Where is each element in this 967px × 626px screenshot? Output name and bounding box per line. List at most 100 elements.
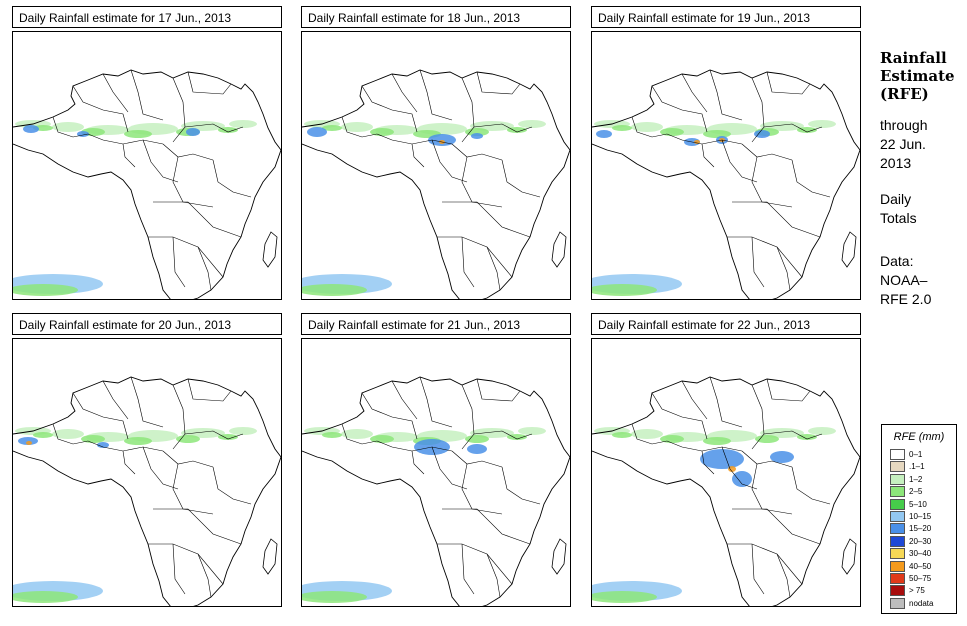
country-border <box>162 450 214 468</box>
legend-label: 15–20 <box>909 524 932 534</box>
legend-swatch <box>890 535 905 547</box>
rainfall-area <box>728 466 736 472</box>
rainfall-area <box>341 122 373 132</box>
rainfall-area <box>592 284 657 296</box>
map-panel-20-jun: Daily Rainfall estimate for 20 Jun., 201… <box>12 313 284 609</box>
map-panel-19-jun: Daily Rainfall estimate for 19 Jun., 201… <box>591 6 863 302</box>
legend-swatch <box>890 560 905 572</box>
madagascar-outline <box>262 538 278 575</box>
country-border <box>419 376 453 428</box>
rainfall-area <box>612 432 632 438</box>
legend-swatch <box>890 449 905 461</box>
map-svg <box>13 69 281 299</box>
africa-map <box>301 31 571 300</box>
country-border <box>187 71 232 95</box>
africa-map <box>301 338 571 607</box>
panel-title: Daily Rainfall estimate for 22 Jun., 201… <box>591 313 861 335</box>
country-border <box>751 463 793 515</box>
country-border <box>486 246 501 291</box>
madagascar-outline <box>551 538 567 575</box>
country-border <box>451 143 503 161</box>
rainfall-area <box>97 442 109 448</box>
side-description: Rainfall Estimate (RFE) <box>880 49 955 103</box>
country-border <box>142 446 179 490</box>
legend-label: .1–1 <box>909 462 925 472</box>
country-border <box>701 143 715 168</box>
madagascar-outline <box>841 231 857 268</box>
country-border <box>451 450 503 468</box>
legend-item: 0–1 <box>890 449 922 461</box>
country-border <box>130 69 164 121</box>
panel-title: Daily Rainfall estimate for 17 Jun., 201… <box>12 6 282 28</box>
data-source-line2: RFE 2.0 <box>880 291 932 307</box>
country-border <box>461 77 475 143</box>
legend-swatch <box>890 486 905 498</box>
rainfall-area <box>507 127 527 133</box>
rainfall-area <box>302 591 367 603</box>
legend-swatch <box>890 473 905 485</box>
country-border <box>701 450 715 475</box>
country-border <box>751 236 765 288</box>
country-border <box>437 236 513 278</box>
country-border <box>473 430 533 440</box>
rainfall-area <box>465 435 489 443</box>
country-border <box>419 69 453 121</box>
map-svg <box>592 376 860 606</box>
madagascar-outline <box>841 538 857 575</box>
country-border <box>501 466 541 505</box>
country-border <box>172 384 186 450</box>
legend-item: 15–20 <box>890 523 932 535</box>
legend-item: 10–15 <box>890 511 931 523</box>
country-border <box>442 508 531 545</box>
country-border <box>197 246 212 291</box>
legend-label: nodata <box>909 598 934 608</box>
country-border <box>361 392 418 440</box>
country-border <box>486 553 501 598</box>
country-border <box>172 156 214 208</box>
country-border <box>791 466 831 505</box>
africa-map <box>591 31 861 300</box>
rainfall-area <box>797 127 817 133</box>
rainfall-area <box>23 125 39 133</box>
rainfall-area <box>703 130 731 138</box>
country-border <box>751 543 765 595</box>
country-border <box>184 123 244 133</box>
heading-rainfall: Rainfall <box>880 49 947 67</box>
country-border <box>476 71 521 95</box>
rainfall-area <box>518 120 546 128</box>
panel-title: Daily Rainfall estimate for 19 Jun., 201… <box>591 6 861 28</box>
panel-title: Daily Rainfall estimate for 21 Jun., 201… <box>301 313 571 335</box>
rainfall-area <box>700 449 744 469</box>
country-border <box>751 77 765 143</box>
rainfall-area <box>471 133 483 139</box>
country-border <box>72 392 129 440</box>
coastline <box>13 69 281 299</box>
country-border <box>721 139 758 183</box>
country-border <box>52 116 89 138</box>
legend-swatch <box>890 585 905 597</box>
legend-item: 30–40 <box>890 548 931 560</box>
country-border <box>681 73 708 113</box>
rainfall-area <box>124 437 152 445</box>
country-border <box>727 236 803 278</box>
country-border <box>437 543 513 585</box>
rainfall-area <box>307 127 327 137</box>
coastline <box>302 376 570 606</box>
country-border <box>631 116 668 138</box>
country-border <box>751 156 793 208</box>
country-border <box>142 139 179 183</box>
legend-label: 20–30 <box>909 536 932 546</box>
country-border <box>153 201 242 238</box>
legend-item: .1–1 <box>890 461 925 473</box>
rainfall-area <box>33 432 53 438</box>
country-border <box>651 85 708 133</box>
legend-label: 2–5 <box>909 487 923 497</box>
country-border <box>52 423 89 445</box>
country-border <box>776 246 791 291</box>
legend-item: nodata <box>890 597 934 609</box>
rainfall-area <box>13 591 78 603</box>
map-svg <box>302 376 570 606</box>
rainfall-area <box>797 434 817 440</box>
rainfall-area <box>808 427 836 435</box>
rainfall-area <box>467 444 487 454</box>
